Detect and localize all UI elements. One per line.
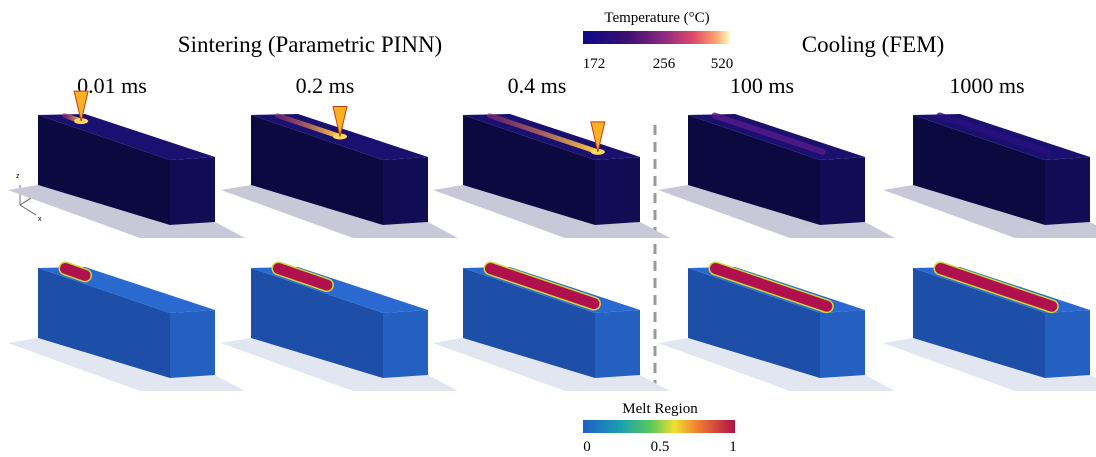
block <box>883 112 1096 238</box>
block <box>8 90 245 238</box>
shadow <box>433 338 595 391</box>
header-right: Cooling (FEM) <box>802 32 944 57</box>
axis-label: x <box>38 216 42 223</box>
side-face <box>463 115 595 225</box>
shadow <box>658 338 820 391</box>
shadow <box>1015 375 1096 391</box>
colorbar <box>583 420 735 433</box>
shadow <box>353 375 458 391</box>
melt-region <box>710 263 833 312</box>
shadow <box>1015 222 1096 238</box>
end-face <box>383 310 428 378</box>
block <box>8 261 245 391</box>
side-face <box>463 268 595 378</box>
end-face <box>820 310 865 378</box>
shadow <box>140 375 245 391</box>
end-face <box>1045 157 1090 225</box>
end-face <box>595 310 640 378</box>
end-face <box>383 157 428 225</box>
time-label: 100 ms <box>730 73 794 98</box>
side-face <box>38 115 170 225</box>
side-face <box>688 268 820 378</box>
block <box>433 113 670 238</box>
end-face <box>170 310 215 378</box>
melt-region <box>60 263 91 281</box>
side-face <box>688 115 820 225</box>
side-face <box>913 115 1045 225</box>
time-label: 0.01 ms <box>77 73 147 98</box>
colorbar-title: Melt Region <box>622 401 698 417</box>
time-label: 0.2 ms <box>296 73 355 98</box>
shadow <box>433 185 595 238</box>
colorbar-label: 172 <box>583 56 606 72</box>
laser-marker <box>332 106 348 137</box>
side-face <box>913 268 1045 378</box>
shadow <box>565 222 670 238</box>
colorbar-label: 256 <box>653 56 676 72</box>
end-face <box>1045 310 1090 378</box>
laser-marker <box>73 90 89 122</box>
block <box>658 261 895 391</box>
melt-region <box>273 263 333 291</box>
shadow <box>790 375 895 391</box>
time-label: 0.4 ms <box>508 73 567 98</box>
shadow <box>221 338 383 391</box>
side-face <box>38 268 170 378</box>
shadow <box>883 185 1045 238</box>
residual-heat <box>711 112 826 155</box>
end-face <box>595 157 640 225</box>
shadow <box>658 185 820 238</box>
time-label: 1000 ms <box>949 73 1024 98</box>
side-face <box>251 115 383 225</box>
shadow <box>8 338 170 391</box>
laser-marker <box>590 121 606 153</box>
end-face <box>170 157 215 225</box>
shadow <box>790 222 895 238</box>
colorbar-label: 1 <box>729 439 737 455</box>
block <box>883 261 1096 391</box>
header-left: Sintering (Parametric PINN) <box>178 32 442 57</box>
colorbar-label: 0 <box>583 439 591 455</box>
colorbar-label: 520 <box>711 56 734 72</box>
end-face <box>820 157 865 225</box>
heat-trail <box>275 113 343 139</box>
block <box>221 106 458 238</box>
block <box>221 261 458 391</box>
shadow <box>353 222 458 238</box>
colorbar-label: 0.5 <box>651 439 670 455</box>
block <box>658 112 895 238</box>
shadow <box>140 222 245 238</box>
block <box>433 261 670 391</box>
shadow <box>565 375 670 391</box>
melt-region <box>935 263 1058 312</box>
heat-trail <box>487 113 601 155</box>
axis-label: z <box>16 173 20 180</box>
melt-region <box>485 263 600 310</box>
shadow <box>8 185 170 238</box>
colorbar-title: Temperature (°C) <box>604 10 709 26</box>
top-face <box>38 114 215 160</box>
side-face <box>251 268 383 378</box>
shadow <box>883 338 1045 391</box>
shadow <box>221 185 383 238</box>
colorbar <box>583 31 730 44</box>
residual-heat <box>936 112 1051 155</box>
